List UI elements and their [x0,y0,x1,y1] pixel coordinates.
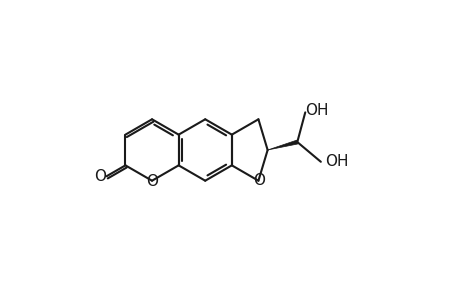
Polygon shape [267,140,297,150]
Text: O: O [94,169,106,184]
Text: O: O [146,174,158,189]
Text: OH: OH [305,103,328,118]
Text: OH: OH [324,154,347,169]
Text: O: O [253,173,265,188]
